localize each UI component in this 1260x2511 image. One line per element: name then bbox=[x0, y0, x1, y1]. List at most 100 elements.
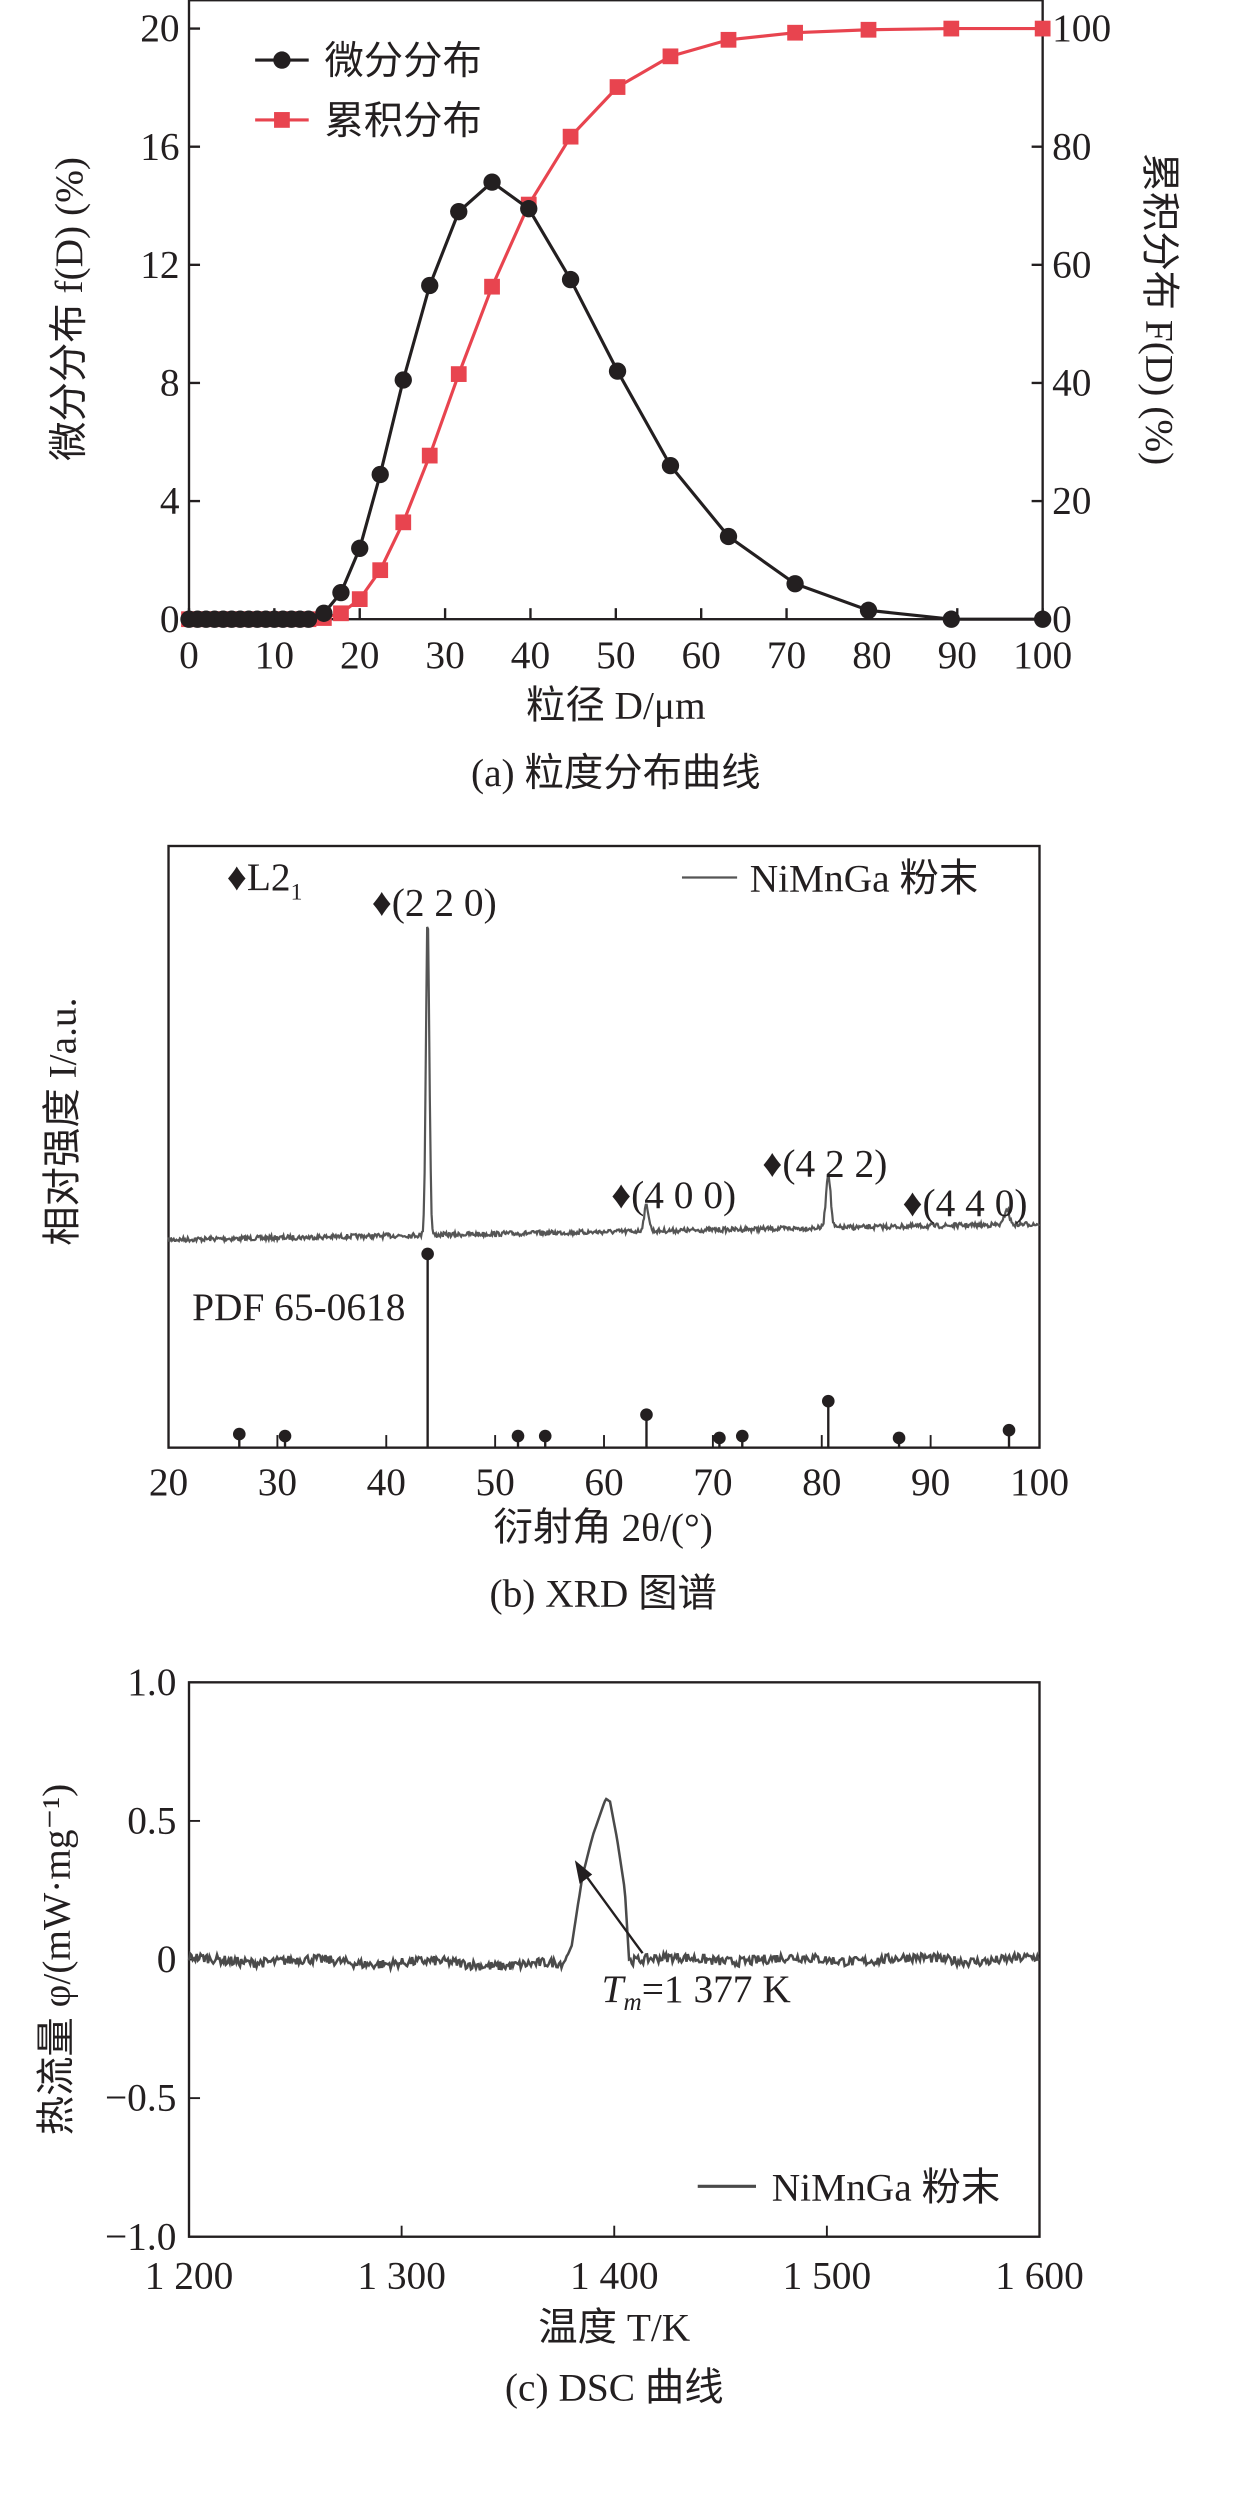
legend-marker-circle bbox=[273, 51, 291, 69]
dsc-trace bbox=[187, 1797, 1040, 1974]
x-axis-label: 粒径 D/μm bbox=[526, 683, 706, 727]
x-tick-label: 1 500 bbox=[783, 2254, 872, 2298]
data-point bbox=[562, 128, 579, 145]
y-axis-label: 热流量 φ/(mW·mg⁻¹) bbox=[34, 1784, 78, 2136]
reference-marker bbox=[232, 1427, 246, 1441]
data-point bbox=[450, 366, 467, 382]
reference-marker bbox=[278, 1429, 292, 1443]
x-tick-label: 1 200 bbox=[145, 2254, 234, 2298]
reference-marker bbox=[511, 1429, 525, 1443]
x-axis-label: 温度 T/K bbox=[538, 2306, 691, 2350]
reference-marker bbox=[1002, 1423, 1016, 1437]
data-point bbox=[859, 601, 878, 620]
data-point bbox=[520, 200, 538, 218]
x-tick-label: 20 bbox=[149, 1460, 188, 1504]
x-tick-label: 0 bbox=[179, 633, 199, 677]
x-tick-label: 90 bbox=[938, 633, 977, 677]
x-tick-label: 80 bbox=[852, 633, 891, 677]
y-right-tick-label: 20 bbox=[1052, 479, 1091, 523]
data-point bbox=[719, 527, 738, 546]
y-right-tick-label: 40 bbox=[1052, 361, 1091, 405]
xrd-chart: 20 30 40 50 60 70 80 90 100 ♦L21 NiMnGa 粉末 PDF 6… bbox=[41, 844, 1069, 1616]
data-point bbox=[421, 276, 439, 295]
data-point bbox=[942, 610, 960, 628]
legend-label-cumulative: 累积分布 bbox=[324, 99, 481, 143]
annotation-arrow-line bbox=[581, 1870, 644, 1954]
data-point bbox=[372, 562, 389, 579]
data-point bbox=[315, 604, 333, 622]
plot-frame bbox=[167, 844, 1041, 1449]
x-tick-label: 70 bbox=[693, 1460, 732, 1504]
x-axis-label: 衍射角 2θ/(°) bbox=[494, 1506, 713, 1550]
series-line-cumulative bbox=[189, 26, 1043, 621]
data-point bbox=[661, 456, 680, 475]
y-axis-label: 微分分布 f(D) (%) bbox=[47, 157, 91, 461]
data-point bbox=[943, 20, 960, 37]
caption: (a) 粒度分布曲线 bbox=[471, 751, 761, 795]
data-point bbox=[1034, 20, 1051, 37]
reference-marker bbox=[713, 1431, 726, 1445]
x-tick-label: 60 bbox=[584, 1460, 623, 1504]
x-tick-label: 20 bbox=[340, 633, 379, 677]
data-point bbox=[351, 591, 368, 607]
data-point bbox=[395, 514, 412, 531]
y-tick-label: 16 bbox=[140, 124, 179, 168]
data-point bbox=[787, 24, 803, 41]
peak-label: ♦(4 4 0) bbox=[902, 1181, 1027, 1225]
x-tick-label: 1 600 bbox=[995, 2254, 1084, 2298]
annotation-label: Tm=1 377 K bbox=[602, 1967, 792, 2016]
reference-marker bbox=[821, 1394, 835, 1408]
y-right-tick-label: 60 bbox=[1052, 242, 1091, 286]
data-point bbox=[450, 203, 468, 221]
y-tick-label: −0.5 bbox=[105, 2076, 176, 2120]
x-tick-label: 100 bbox=[1010, 1460, 1069, 1504]
dsc-chart: 1 200 1 300 1 400 1 500 1 600 −1.0 −0.5 0 0.5 1.0… bbox=[34, 1660, 1083, 2410]
data-point bbox=[786, 575, 804, 593]
reference-label: PDF 65-0618 bbox=[192, 1285, 405, 1329]
data-point bbox=[1033, 610, 1052, 628]
legend-label-differential: 微分分布 bbox=[324, 39, 481, 83]
x-tick-label: 30 bbox=[258, 1460, 297, 1504]
reference-marker bbox=[538, 1429, 552, 1443]
x-tick-label: 60 bbox=[682, 633, 721, 677]
data-point bbox=[394, 371, 412, 389]
x-tick-label: 50 bbox=[596, 633, 635, 677]
annotation-arrowhead bbox=[574, 1860, 593, 1884]
phase-label: ♦L21 bbox=[227, 855, 303, 905]
x-tick-label: 30 bbox=[425, 633, 464, 677]
y-axis-label-right: 累积分布 F(D) (%) bbox=[1138, 153, 1182, 466]
data-point bbox=[662, 48, 679, 65]
legend: 微分分布 累积分布 bbox=[255, 39, 482, 143]
reference-marker bbox=[735, 1429, 749, 1443]
phase-label-main: ♦L2 bbox=[227, 855, 291, 899]
data-point bbox=[860, 21, 877, 38]
data-point bbox=[484, 278, 500, 295]
legend-label: NiMnGa 粉末 bbox=[772, 2166, 1001, 2210]
xrd-trace bbox=[167, 926, 1040, 1245]
annotation-subscript: m bbox=[624, 1989, 642, 2016]
y-tick-label: 0 bbox=[160, 597, 180, 641]
y-tick-label: 12 bbox=[140, 242, 179, 286]
phase-label-subscript: 1 bbox=[291, 880, 303, 906]
x-tick-label: 40 bbox=[367, 1460, 406, 1504]
legend-marker-square bbox=[274, 112, 290, 128]
annotation-value: =1 377 K bbox=[642, 1967, 792, 2011]
y-tick-label: 20 bbox=[140, 6, 179, 50]
data-point bbox=[609, 79, 626, 95]
caption: (c) DSC 曲线 bbox=[505, 2366, 724, 2410]
data-point bbox=[332, 583, 350, 602]
data-point bbox=[421, 447, 438, 464]
x-tick-label: 1 300 bbox=[357, 2254, 446, 2298]
annotation-symbol: T bbox=[602, 1967, 627, 2011]
series-line-differential bbox=[189, 180, 1043, 621]
peak-label: ♦(4 0 0) bbox=[611, 1173, 736, 1217]
x-tick-label: 40 bbox=[511, 633, 550, 677]
peak-label: ♦(4 2 2) bbox=[762, 1142, 887, 1186]
x-tick-label: 70 bbox=[767, 633, 806, 677]
y-right-tick-label: 80 bbox=[1052, 124, 1091, 168]
y-tick-label: 4 bbox=[160, 479, 180, 523]
y-tick-label: 1.0 bbox=[127, 1660, 176, 1704]
x-tick-label: 50 bbox=[475, 1460, 514, 1504]
y-right-tick-label: 0 bbox=[1052, 597, 1072, 641]
